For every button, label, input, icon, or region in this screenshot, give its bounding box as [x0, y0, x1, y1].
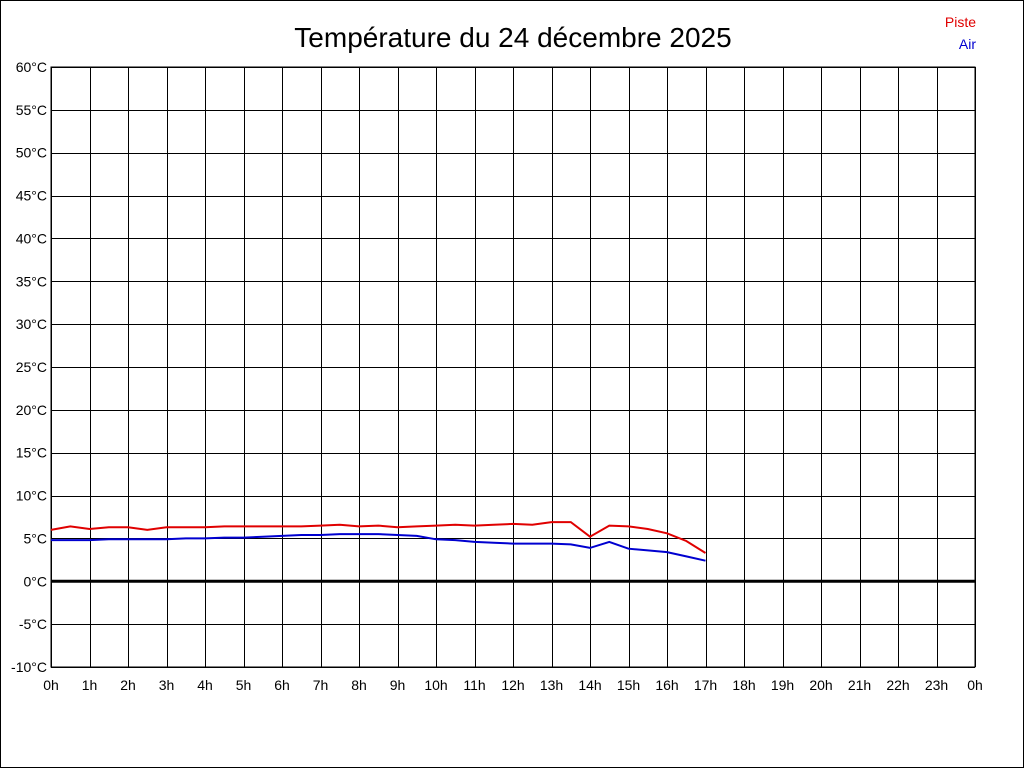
x-tick-label: 7h	[313, 677, 329, 693]
x-tick-label: 10h	[424, 677, 447, 693]
y-tick-label: 50°C	[16, 145, 47, 161]
x-tick-label: 11h	[463, 677, 485, 693]
x-tick-label: 15h	[617, 677, 640, 693]
y-tick-label: -10°C	[11, 659, 47, 675]
series-layer	[50, 521, 707, 562]
x-tick-label: 17h	[694, 677, 717, 693]
x-tick-label: 0h	[43, 677, 59, 693]
x-tick-label: 21h	[848, 677, 871, 693]
x-tick-label: 22h	[886, 677, 909, 693]
grid	[50, 66, 976, 668]
chart-title: Température du 24 décembre 2025	[294, 22, 731, 53]
y-tick-label: 10°C	[16, 488, 47, 504]
x-tick-label: 1h	[82, 677, 98, 693]
y-tick-label: 40°C	[16, 230, 47, 246]
y-tick-label: 25°C	[16, 359, 47, 375]
x-tick-label: 9h	[390, 677, 406, 693]
legend: Piste Air	[945, 14, 976, 52]
y-tick-label: 5°C	[24, 530, 48, 546]
x-tick-label: 19h	[771, 677, 794, 693]
x-tick-label: 6h	[274, 677, 290, 693]
x-tick-label: 8h	[351, 677, 367, 693]
x-tick-label: 18h	[732, 677, 755, 693]
x-tick-label: 20h	[809, 677, 832, 693]
x-axis-ticks: 0h 1h 2h 3h 4h 5h 6h 7h 8h 9h 10h 11h 12h 13h 14h 15h 16…	[43, 677, 983, 693]
y-tick-label: 0°C	[24, 573, 48, 589]
y-tick-label: 45°C	[16, 188, 47, 204]
y-tick-label: 55°C	[16, 102, 47, 118]
y-tick-label: -5°C	[19, 616, 47, 632]
x-tick-label: 0h	[967, 677, 983, 693]
y-axis-ticks: 60°C 55°C 50°C 45°C 40°C 35°C 30°C 25°C 20°C 15°C…	[11, 59, 47, 675]
x-tick-label: 13h	[540, 677, 563, 693]
y-tick-label: 20°C	[16, 402, 47, 418]
x-tick-label: 12h	[501, 677, 524, 693]
y-tick-label: 15°C	[16, 445, 47, 461]
y-tick-label: 30°C	[16, 316, 47, 332]
series-line-air	[51, 533, 706, 562]
y-tick-label: 60°C	[16, 59, 47, 75]
x-tick-label: 23h	[925, 677, 948, 693]
legend-entry-piste: Piste	[945, 14, 976, 30]
x-tick-label: 3h	[159, 677, 175, 693]
x-tick-label: 14h	[578, 677, 601, 693]
series-line-piste	[50, 521, 707, 554]
x-tick-label: 4h	[197, 677, 213, 693]
x-tick-label: 5h	[236, 677, 252, 693]
legend-entry-air: Air	[959, 36, 976, 52]
y-tick-label: 35°C	[16, 273, 47, 289]
x-tick-label: 16h	[655, 677, 678, 693]
x-tick-label: 2h	[120, 677, 136, 693]
